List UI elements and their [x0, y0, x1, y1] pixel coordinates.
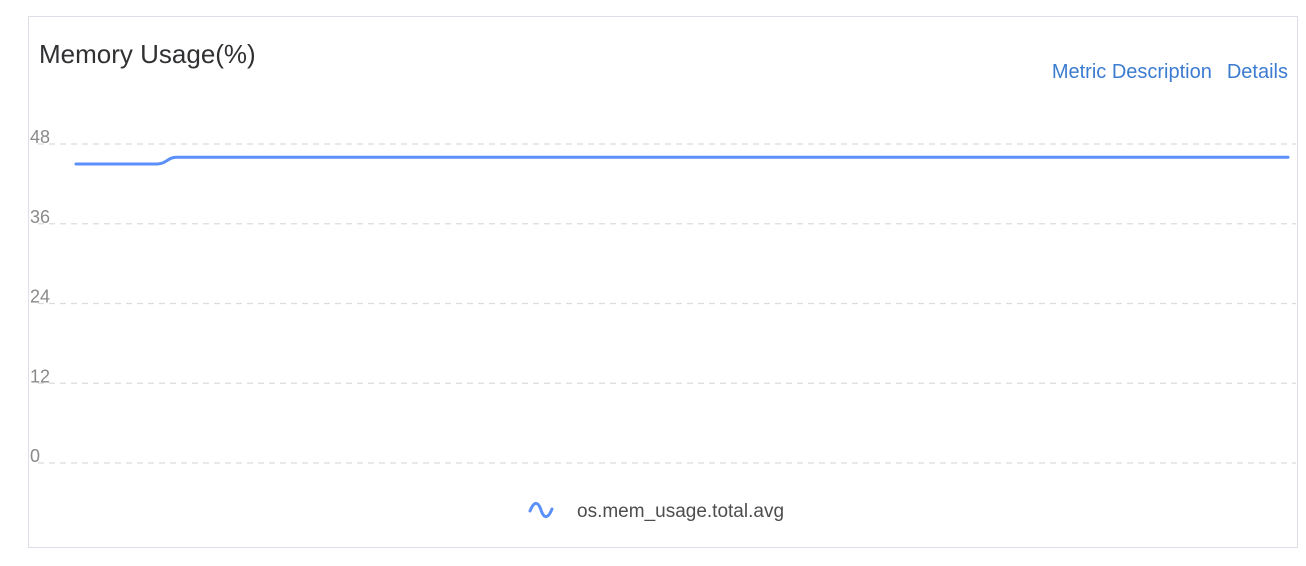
- metric-description-link[interactable]: Metric Description: [1051, 61, 1212, 83]
- y-tick-label: 0: [30, 446, 40, 466]
- wave-line-icon: [528, 501, 554, 519]
- chart-title: Memory Usage(%): [39, 39, 256, 69]
- memory-usage-panel: Memory Usage(%) Metric Description Detai…: [28, 16, 1298, 548]
- grid-lines: [38, 143, 1296, 464]
- y-axis-ticks: 0 12 24 36 48: [30, 127, 50, 466]
- y-tick-label: 24: [30, 287, 50, 307]
- series-layer: [74, 155, 1290, 166]
- y-tick-label: 48: [30, 127, 50, 147]
- panel-links: Metric Description Details: [1052, 61, 1288, 84]
- y-tick-label: 36: [30, 207, 50, 227]
- legend-label[interactable]: os.mem_usage.total.avg: [577, 501, 784, 522]
- series-line-os.mem_usage.total.avg[interactable]: [74, 155, 1290, 166]
- y-tick-label: 12: [30, 366, 50, 386]
- legend[interactable]: os.mem_usage.total.avg: [528, 501, 784, 522]
- details-link[interactable]: Details: [1226, 61, 1288, 83]
